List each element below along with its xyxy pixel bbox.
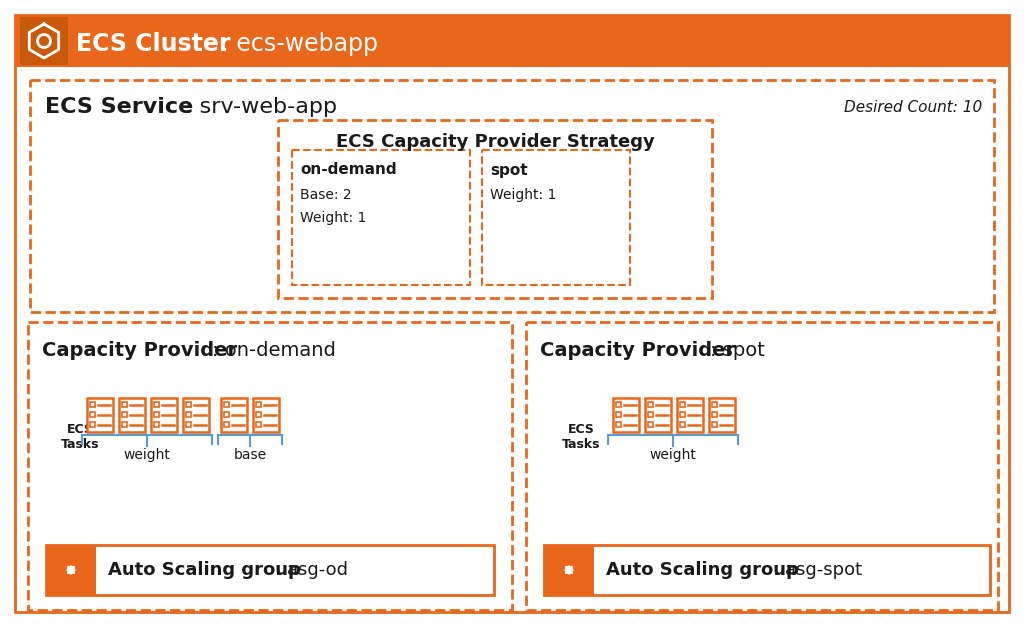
Text: weight: weight	[124, 448, 170, 462]
Bar	[709, 398, 735, 432]
Bar	[253, 398, 279, 432]
Text: : on-demand: : on-demand	[212, 340, 336, 359]
Text: Capacity Provider: Capacity Provider	[42, 340, 238, 359]
Bar	[616, 402, 621, 407]
Bar	[20, 17, 68, 65]
Text: ECS
Tasks: ECS Tasks	[562, 423, 600, 451]
Bar	[90, 422, 95, 427]
Text: : srv-web-app: : srv-web-app	[185, 97, 337, 117]
Text: Auto Scaling group: Auto Scaling group	[606, 561, 799, 579]
Bar	[122, 412, 127, 417]
Bar	[119, 398, 145, 432]
Bar	[46, 545, 96, 595]
Bar	[677, 398, 703, 432]
Bar	[186, 422, 191, 427]
Bar	[186, 412, 191, 417]
Text: ECS Cluster: ECS Cluster	[76, 32, 230, 56]
Bar	[616, 412, 621, 417]
Bar	[648, 402, 653, 407]
Text: Weight: 1: Weight: 1	[490, 188, 556, 202]
Bar	[482, 150, 630, 285]
Bar	[616, 422, 621, 427]
Bar	[526, 322, 998, 610]
Text: ECS
Tasks: ECS Tasks	[60, 423, 99, 451]
Bar	[544, 545, 990, 595]
Bar	[256, 412, 261, 417]
Bar	[645, 398, 671, 432]
Text: : spot: : spot	[710, 340, 765, 359]
Bar	[712, 402, 717, 407]
Text: Capacity Provider: Capacity Provider	[540, 340, 735, 359]
Bar	[87, 398, 113, 432]
Text: : asg-od: : asg-od	[275, 561, 348, 579]
Text: Base: 2: Base: 2	[300, 188, 351, 202]
Bar	[544, 545, 594, 595]
Text: on-demand: on-demand	[300, 162, 396, 177]
Bar	[256, 422, 261, 427]
Text: Auto Scaling group: Auto Scaling group	[108, 561, 301, 579]
Bar	[680, 422, 685, 427]
Bar	[292, 150, 470, 285]
Text: ECS Capacity Provider Strategy: ECS Capacity Provider Strategy	[336, 133, 654, 151]
Bar	[680, 402, 685, 407]
Bar	[256, 402, 261, 407]
Bar	[680, 412, 685, 417]
Bar	[224, 422, 229, 427]
Bar	[183, 398, 209, 432]
Bar	[30, 80, 994, 312]
Bar	[154, 402, 159, 407]
Bar	[15, 15, 1009, 67]
Bar	[90, 412, 95, 417]
Bar	[154, 422, 159, 427]
Bar	[712, 412, 717, 417]
Bar	[186, 402, 191, 407]
Bar	[613, 398, 639, 432]
Bar	[648, 422, 653, 427]
Text: ECS Service: ECS Service	[45, 97, 194, 117]
Bar	[224, 402, 229, 407]
Text: : ecs-webapp: : ecs-webapp	[221, 32, 378, 56]
Text: Weight: 1: Weight: 1	[300, 211, 367, 225]
Bar	[122, 422, 127, 427]
Bar	[154, 412, 159, 417]
Bar	[28, 322, 512, 610]
Text: weight: weight	[649, 448, 696, 462]
Text: base: base	[233, 448, 266, 462]
Bar	[712, 422, 717, 427]
Text: : asg-spot: : asg-spot	[773, 561, 862, 579]
Text: Desired Count: 10: Desired Count: 10	[844, 100, 982, 115]
Text: spot: spot	[490, 162, 527, 177]
Bar	[221, 398, 247, 432]
Bar	[151, 398, 177, 432]
Bar	[46, 545, 494, 595]
Bar	[278, 120, 712, 298]
Bar	[90, 402, 95, 407]
Bar	[122, 402, 127, 407]
Bar	[648, 412, 653, 417]
Bar	[224, 412, 229, 417]
